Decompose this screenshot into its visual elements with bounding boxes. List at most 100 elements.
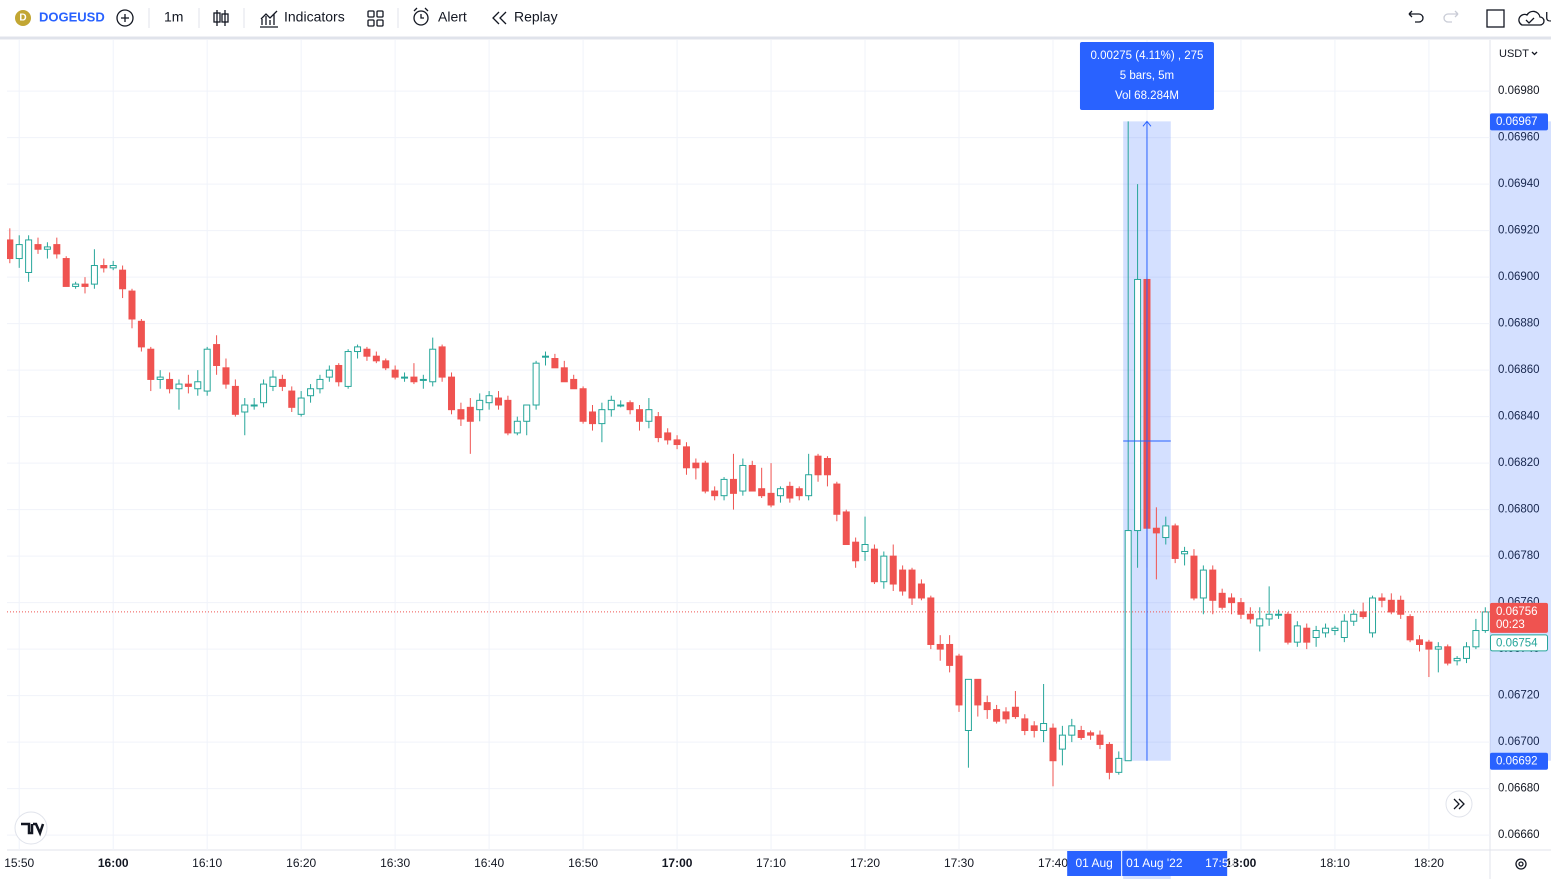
y-tick-label: 0.06780 [1498, 550, 1540, 562]
layouts-button[interactable] [367, 10, 384, 27]
replay-button[interactable]: Replay [492, 9, 558, 25]
candle-body [1293, 625, 1301, 643]
last-price-badge [1490, 602, 1548, 633]
candle-body [382, 360, 390, 369]
replay-label: Replay [514, 9, 558, 25]
x-tick-label: 17:30 [944, 856, 974, 870]
candle-body [673, 439, 681, 446]
measure-tooltip-text: 5 bars, 5m [1120, 70, 1174, 82]
candle-body [1265, 613, 1273, 620]
y-tick-label: 0.06800 [1498, 504, 1540, 516]
save-button[interactable] [1518, 10, 1545, 26]
candle-body [43, 246, 51, 250]
interval[interactable]: 1m [164, 9, 183, 25]
x-tick-label: 17:10 [756, 856, 786, 870]
candle-body [231, 385, 239, 415]
candle-body [1275, 613, 1283, 616]
currency-chevron [1531, 51, 1538, 56]
candle-body [344, 351, 352, 387]
measure-tooltip [1079, 42, 1214, 110]
crosshair-date-label: 01 Aug '22 [1126, 856, 1183, 870]
countdown-label: 00:23 [1496, 619, 1525, 631]
candle-body [1040, 723, 1048, 731]
coin-icon [15, 10, 31, 26]
candle-body [1444, 646, 1452, 664]
x-tick-label: 18:00 [1226, 856, 1257, 870]
candle-body [156, 376, 164, 380]
price-badge [1490, 752, 1548, 770]
candle-body [1115, 757, 1123, 773]
candle-body [166, 378, 174, 390]
y-tick-label: 0.06920 [1498, 225, 1540, 237]
candle-body [852, 541, 860, 562]
candle-body [1002, 711, 1010, 720]
y-tick-label: 0.06680 [1498, 783, 1540, 795]
chart-type-button[interactable] [213, 10, 229, 26]
compare-button[interactable] [116, 9, 134, 27]
candle-body [1228, 597, 1236, 604]
candle-body [983, 702, 991, 711]
last-price-label: 0.06756 [1496, 606, 1538, 618]
candle-body [448, 376, 456, 411]
candle-body [692, 462, 700, 469]
candle-body [438, 346, 446, 378]
candle-body [1199, 569, 1207, 599]
alert-button[interactable]: Alert [413, 7, 467, 26]
candle-body [457, 409, 465, 420]
x-tick-label: 17:00 [662, 856, 693, 870]
candle-body [1068, 725, 1076, 736]
candle-body [1481, 611, 1489, 632]
toolbar: D DOGEUSD 1m Indicators Alert Replay U [0, 0, 1551, 40]
measure-tooltip-text: Vol 68.284M [1115, 90, 1179, 102]
indicators-label: Indicators [284, 9, 345, 25]
candle-body [739, 464, 747, 492]
candle-body [476, 399, 484, 411]
candle-body [682, 446, 690, 469]
candle-body [1096, 734, 1104, 745]
candle-body [786, 485, 794, 499]
prev-price-badge [1490, 634, 1548, 652]
candle-body [1350, 613, 1358, 622]
measure-tooltip-text: 0.00275 (4.11%) , 275 [1090, 50, 1203, 62]
candle-body [1105, 743, 1113, 773]
candle-body [81, 283, 89, 287]
candle-body [72, 283, 80, 287]
candle-body [100, 265, 108, 269]
undo-button[interactable] [1408, 10, 1424, 23]
symbol-button[interactable]: D DOGEUSD [15, 9, 105, 26]
candle-body [1425, 641, 1433, 650]
scroll-right-button[interactable] [1445, 790, 1473, 818]
candle-body [955, 655, 963, 706]
account-initial[interactable]: U [1545, 9, 1551, 25]
candle-body [222, 367, 230, 385]
candle-body [269, 376, 277, 387]
tv-logo [14, 811, 48, 845]
candle-body [485, 395, 493, 404]
fullscreen-button[interactable] [1486, 9, 1505, 28]
currency[interactable]: USDT [1499, 48, 1529, 60]
candle-body [1077, 729, 1085, 738]
candle-body [1463, 646, 1471, 659]
candle-body [776, 488, 784, 497]
x-tick-label: 16:10 [192, 856, 222, 870]
candle-body [1378, 597, 1386, 601]
y-tick-label: 0.06660 [1498, 829, 1540, 841]
candle-body [974, 678, 982, 706]
candle-body [335, 364, 343, 383]
candle-body [1011, 706, 1019, 718]
candle-body [805, 474, 813, 497]
redo-button[interactable] [1443, 10, 1459, 23]
candle-body [1284, 613, 1292, 643]
price-badge [1490, 113, 1548, 131]
candle-body [297, 397, 305, 415]
settings-button[interactable] [1515, 858, 1527, 870]
candle-body [814, 455, 822, 476]
indicators-button[interactable]: Indicators [260, 9, 345, 28]
price-badge-label: 0.06967 [1496, 116, 1538, 128]
candle-body [119, 269, 127, 290]
alert-label: Alert [438, 9, 467, 25]
